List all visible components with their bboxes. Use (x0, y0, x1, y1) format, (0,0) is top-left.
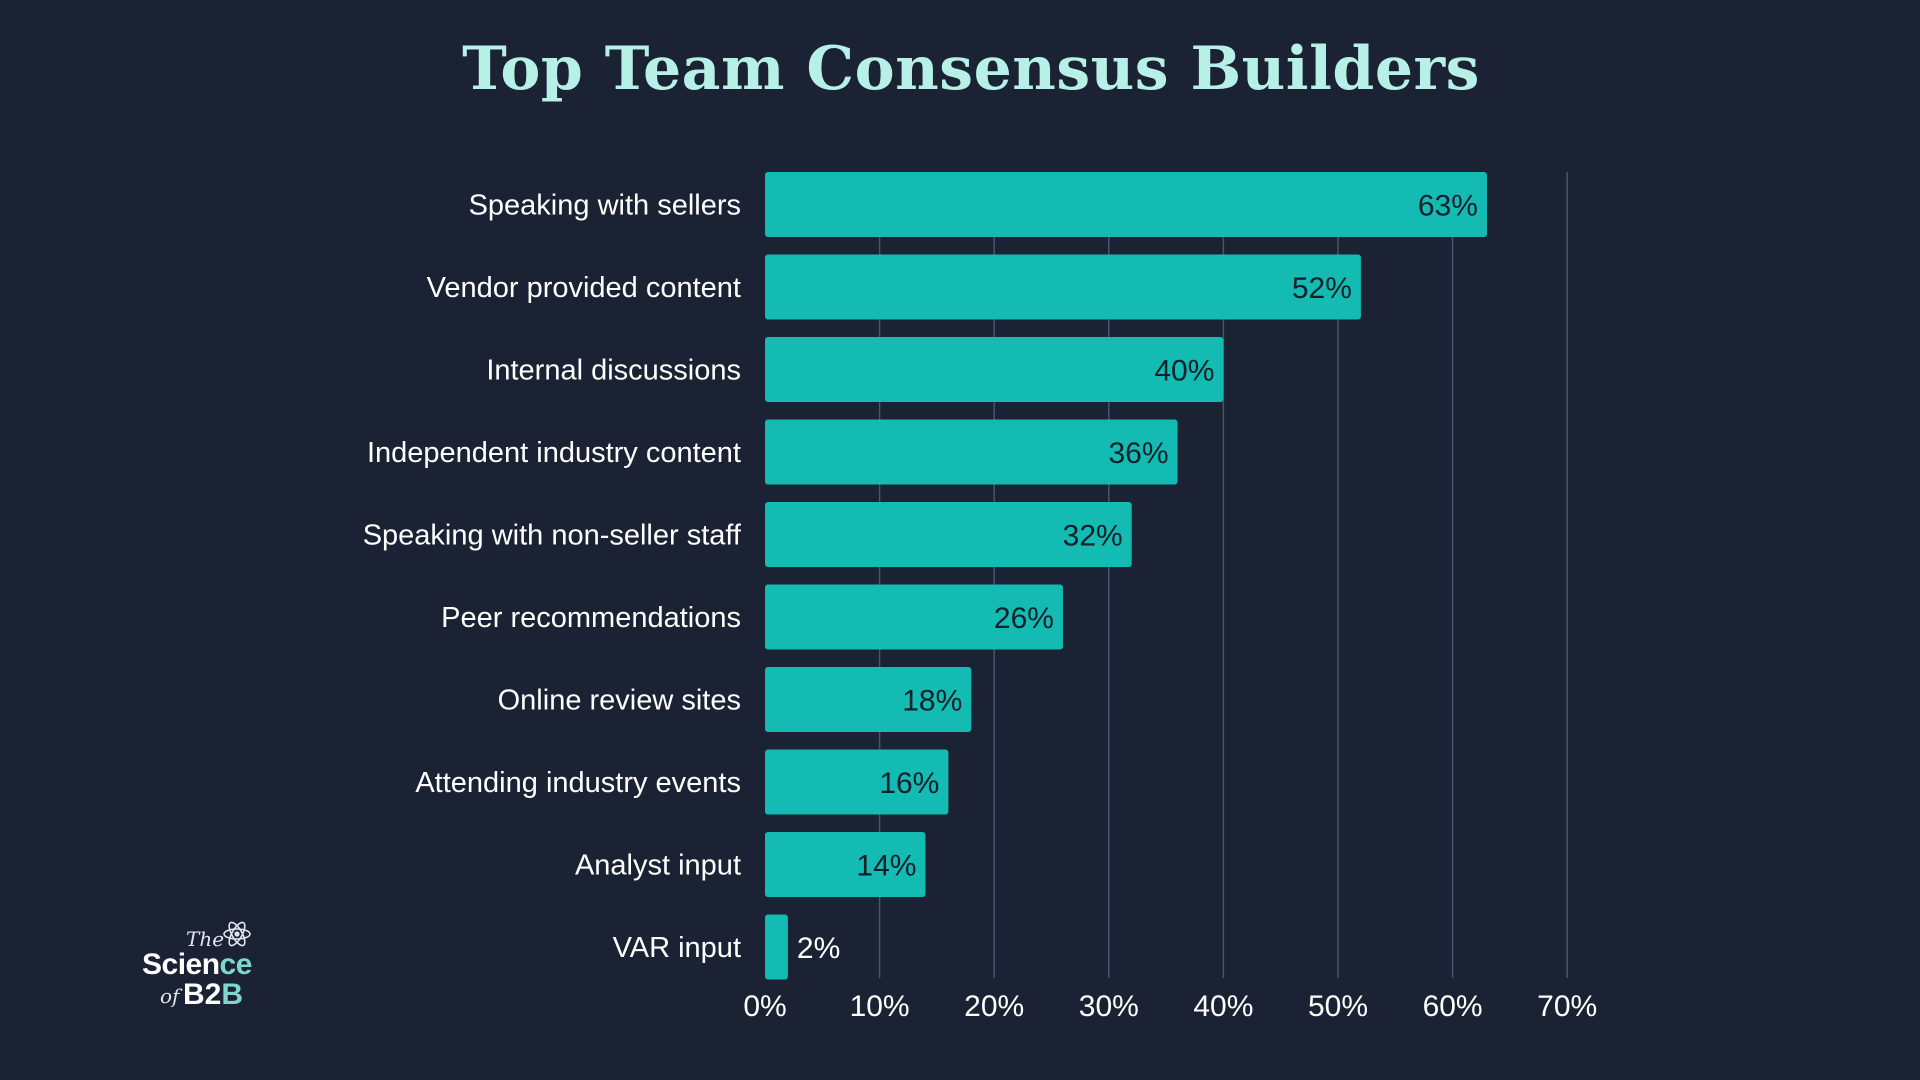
value-label: 40% (1154, 355, 1214, 388)
value-label: 32% (1063, 520, 1123, 553)
logo-b2b-text: B2B (183, 978, 244, 1011)
value-label: 52% (1292, 272, 1352, 305)
value-label: 18% (902, 685, 962, 718)
bar-2 (765, 337, 1224, 402)
chart-title: Top Team Consensus Builders (462, 34, 1480, 104)
category-label: Online review sites (498, 685, 741, 717)
bar-6 (765, 667, 972, 732)
category-label: Speaking with non-seller staff (363, 520, 742, 552)
bar-9 (765, 914, 788, 980)
x-tick-labels: 0% 10% 20% 30% 40% 50% 60% 70% (743, 990, 1597, 1023)
value-label: 36% (1109, 437, 1169, 470)
bars (765, 172, 1487, 980)
x-tick-label: 30% (1079, 990, 1139, 1023)
bar-1 (765, 254, 1361, 320)
logo-the-text: The (186, 927, 225, 951)
category-label: Internal discussions (486, 355, 741, 387)
value-label: 26% (994, 602, 1054, 635)
bar-5 (765, 584, 1063, 650)
value-label: 14% (856, 850, 916, 883)
bar-7 (765, 749, 949, 815)
logo-science-text: Science (142, 948, 252, 981)
category-label: Attending industry events (415, 767, 741, 799)
x-tick-label: 50% (1308, 990, 1368, 1023)
value-label: 2% (797, 932, 840, 965)
x-tick-label: 10% (850, 990, 910, 1023)
bar-8 (765, 832, 926, 897)
x-tick-label: 20% (964, 990, 1024, 1023)
bar-4 (765, 502, 1132, 567)
value-label: 63% (1418, 190, 1478, 223)
x-tick-label: 40% (1193, 990, 1253, 1023)
category-label: VAR input (613, 932, 741, 964)
logo-of-text: of (160, 984, 180, 1008)
bar-3 (765, 419, 1178, 485)
bar-0 (765, 172, 1487, 237)
category-label: Peer recommendations (441, 602, 741, 634)
category-label: Vendor provided content (427, 272, 741, 304)
x-tick-label: 0% (743, 990, 786, 1023)
x-tick-label: 70% (1537, 990, 1597, 1023)
category-label: Independent industry content (367, 437, 741, 469)
value-labels: 63% 52% 40% 36% 32% 26% 18% 16% 14% 2% (797, 190, 1478, 966)
category-label: Speaking with sellers (469, 190, 741, 222)
value-label: 16% (879, 767, 939, 800)
atom-icon (223, 921, 251, 947)
category-label: Analyst input (575, 850, 741, 882)
x-tick-label: 60% (1423, 990, 1483, 1023)
category-labels: Speaking with sellers Vendor provided con… (363, 190, 742, 965)
science-of-b2b-logo: The Science of B2B (138, 918, 278, 1018)
